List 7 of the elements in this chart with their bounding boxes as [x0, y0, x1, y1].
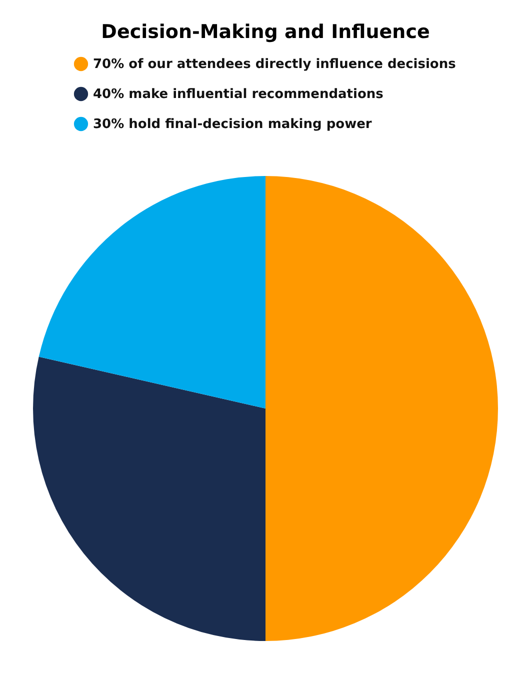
chart-title: Decision-Making and Influence — [101, 21, 430, 43]
pie-slice — [38, 176, 266, 408]
legend-label: 30% hold final-decision making power — [93, 117, 372, 132]
legend-label: 40% make influential recommendations — [93, 87, 384, 102]
legend-label: 70% of our attendees directly influence decisions — [93, 57, 456, 72]
pie-slice — [266, 176, 498, 641]
pie-slice — [33, 356, 266, 641]
